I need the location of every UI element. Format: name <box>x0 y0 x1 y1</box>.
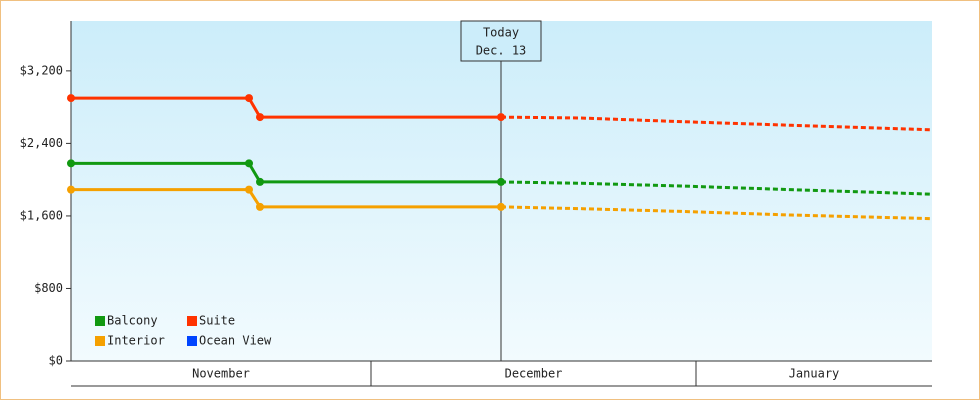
legend-swatch <box>187 336 197 346</box>
month-label: December <box>505 367 563 381</box>
point <box>256 113 264 122</box>
today-box <box>460 20 542 62</box>
point <box>245 159 253 168</box>
y-tick-label: $2,400 <box>20 136 63 150</box>
point <box>67 159 75 168</box>
legend-label: Interior <box>107 334 165 348</box>
legend-swatch <box>187 316 197 326</box>
point <box>67 185 75 194</box>
point <box>245 94 253 103</box>
series-line <box>71 96 501 119</box>
point <box>497 202 505 211</box>
legend-label: Balcony <box>107 314 158 328</box>
point <box>256 177 264 186</box>
legend-label: Suite <box>199 314 235 328</box>
month-label: November <box>192 367 250 381</box>
today-label: Today <box>483 26 519 40</box>
y-tick-label: $3,200 <box>20 63 63 77</box>
month-label: January <box>789 367 840 381</box>
y-tick-label: $800 <box>34 281 63 295</box>
today-date: Dec. 13 <box>476 44 527 58</box>
series-line <box>71 161 501 184</box>
point <box>256 202 264 211</box>
point <box>67 94 75 103</box>
forecast-line <box>500 205 933 221</box>
legend-label: Ocean View <box>199 334 272 348</box>
series-line <box>71 188 501 209</box>
point <box>497 113 505 122</box>
forecast-line <box>500 180 933 196</box>
y-tick-label: $0 <box>49 354 63 368</box>
legend-swatch <box>95 316 105 326</box>
point <box>497 177 505 186</box>
legend-swatch <box>95 336 105 346</box>
y-tick-label: $1,600 <box>20 208 63 222</box>
forecast-line <box>500 115 933 132</box>
point <box>245 185 253 194</box>
